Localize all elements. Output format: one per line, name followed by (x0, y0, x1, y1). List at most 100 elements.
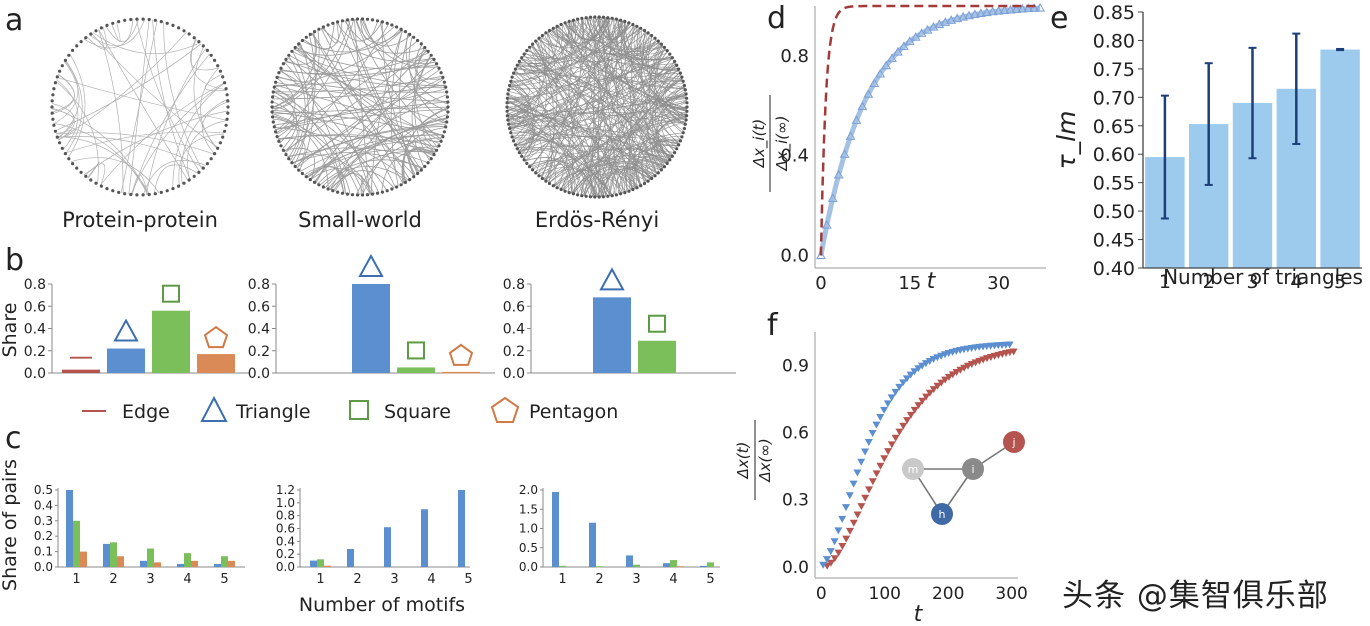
data-point (964, 10, 974, 20)
bar (421, 509, 428, 567)
network-edge (655, 64, 677, 162)
f-xlabel: t (914, 602, 924, 626)
network-edge (347, 19, 422, 171)
network-node (147, 17, 151, 22)
network-edge (359, 18, 379, 40)
network-node (399, 183, 403, 187)
red-point (876, 462, 885, 470)
network-node (580, 16, 584, 20)
network-node (345, 18, 350, 22)
bar (442, 371, 480, 374)
network-node (55, 75, 59, 79)
network-node (153, 18, 157, 22)
data-point (869, 78, 880, 87)
network-edge (303, 165, 351, 195)
network-edge (355, 137, 443, 196)
network-node (297, 42, 301, 46)
red-point (880, 455, 889, 463)
blue-point (841, 504, 850, 512)
bar (663, 563, 670, 567)
y-tick-label: 0.5 (34, 483, 53, 497)
network-3 (505, 15, 689, 199)
network-1 (50, 17, 230, 197)
network-node (439, 71, 443, 75)
network-node (429, 157, 433, 161)
red-point (903, 417, 912, 425)
network-node (446, 105, 450, 109)
network-node (522, 52, 526, 56)
network-node (419, 42, 423, 46)
network-node (423, 45, 427, 50)
network-edge (621, 158, 667, 194)
network-node (446, 100, 450, 104)
network-edge (273, 91, 294, 96)
network-node (682, 126, 687, 131)
network-node (520, 56, 524, 60)
x-tick-label: 30 (987, 273, 1010, 294)
y-tick-label: 0.3 (782, 491, 809, 511)
x-tick-label: 1 (558, 572, 566, 587)
network-edge (520, 17, 607, 61)
network-node (584, 16, 588, 20)
pentagon-marker (203, 325, 229, 349)
network-node (403, 180, 407, 184)
network-node (277, 71, 281, 75)
network-node (213, 152, 217, 156)
network-node (52, 123, 56, 127)
blue-point (838, 515, 847, 523)
network-node (223, 129, 227, 133)
bar (214, 563, 221, 567)
blue-point (921, 360, 930, 368)
legend-triangle-label: Triangle (235, 401, 311, 423)
network-edge (507, 95, 687, 120)
network-edge (272, 106, 449, 115)
network-node (665, 161, 669, 165)
network-edge (521, 58, 688, 110)
y-tick-label: 2.0 (519, 483, 538, 497)
network-node (662, 45, 667, 49)
network-edge (408, 146, 437, 177)
network-node (326, 187, 330, 191)
network-node (360, 17, 365, 21)
network-edge (327, 117, 448, 190)
network-edge (552, 28, 621, 194)
network-edge (574, 19, 678, 68)
network-node (308, 32, 312, 37)
network-node (576, 193, 580, 197)
network-node (513, 143, 518, 147)
network-node (515, 63, 519, 67)
y-tick-label: 0.55 (1093, 173, 1135, 195)
network-node (89, 32, 93, 36)
network-edge (549, 17, 611, 44)
blue-point (822, 556, 831, 564)
network-node (274, 130, 278, 134)
network-edge (405, 33, 449, 105)
network-edge (390, 29, 403, 187)
network-node (426, 161, 430, 165)
network-node (308, 178, 312, 182)
network-edge (520, 17, 610, 156)
network-edge (130, 82, 225, 195)
bar (191, 560, 198, 567)
network-node (571, 18, 576, 22)
network-node (365, 17, 370, 21)
red-point (899, 422, 908, 430)
data-point (904, 36, 915, 46)
watermark: 头条 @集智俱乐部 (1062, 578, 1329, 614)
network-node (403, 30, 407, 34)
network-node (567, 191, 571, 195)
network-node (390, 23, 394, 27)
square-marker (162, 284, 180, 303)
network-node (412, 35, 416, 39)
network-edge (272, 116, 329, 190)
network-edge (566, 21, 687, 120)
network-node (216, 64, 220, 68)
red-point (868, 478, 877, 486)
blue-point (872, 421, 881, 429)
y-tick-label: 0.85 (1093, 2, 1135, 24)
network-edge (512, 138, 638, 188)
y-tick-label: 0.4 (24, 322, 46, 338)
network-edge (625, 57, 673, 193)
network-edge (272, 94, 365, 196)
network-node (510, 75, 514, 79)
